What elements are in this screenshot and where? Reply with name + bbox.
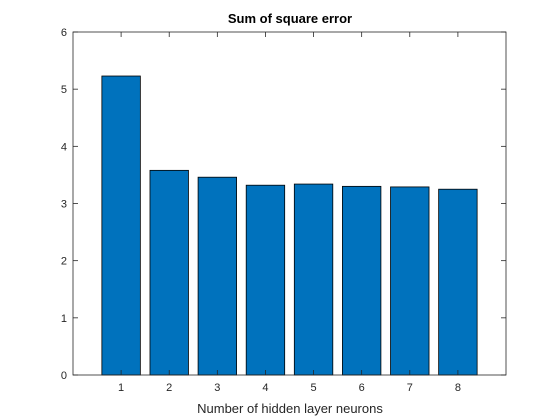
x-tick-label: 6 [359,382,365,394]
x-tick-label: 4 [262,382,268,394]
bar-6 [342,185,382,376]
x-tick-label: 1 [118,382,124,394]
y-tick-label: 2 [61,256,67,268]
y-tick-label: 1 [61,313,67,325]
y-tick-label: 0 [61,370,67,382]
x-tick-label: 3 [214,382,220,394]
y-tick-label: 6 [61,27,67,39]
plot-area: 1 2 3 4 5 6 7 8 0 1 2 3 4 5 6 [61,27,507,394]
x-tick-label: 8 [455,382,461,394]
bar-1 [101,75,141,376]
bar-4 [245,184,286,376]
y-tick-label: 3 [61,199,67,211]
bar-3 [197,176,237,376]
x-tick-label: 7 [407,382,413,394]
bar-5 [293,183,334,376]
bar-2 [149,169,189,376]
x-tick-label: 5 [310,382,316,394]
x-tick-label: 2 [166,382,172,394]
bar-7 [390,186,430,376]
bar-8 [438,188,478,376]
x-axis-label: Number of hidden layer neurons [197,401,383,416]
y-tick-label: 5 [61,84,67,96]
y-tick-label: 4 [61,141,67,153]
chart-title: Sum of square error [228,11,352,26]
